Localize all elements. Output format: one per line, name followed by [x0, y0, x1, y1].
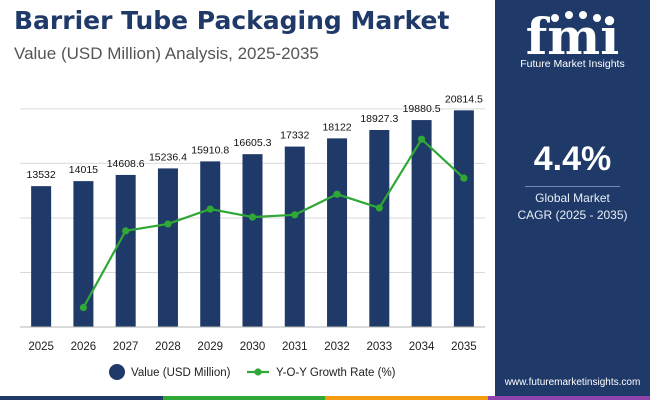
stripe-segment-2: [162, 396, 325, 400]
x-tick-2027: 2027: [113, 341, 139, 353]
stripe-segment-1: [0, 396, 163, 400]
growth-point-2027: [122, 227, 130, 235]
bar-2027: [115, 174, 136, 327]
x-tick-2029: 2029: [197, 341, 223, 353]
bar-label-2033: 18927.3: [360, 113, 398, 125]
chart-svg: 13532 14015 14608.6 15236.4 15910.8 16605.3 17…: [20, 93, 485, 380]
x-tick-2026: 2026: [71, 341, 97, 353]
bar-label-2025: 13532: [27, 169, 56, 181]
growth-point-2030: [248, 213, 257, 221]
x-tick-2033: 2033: [367, 341, 393, 353]
bottom-stripe: [0, 396, 650, 400]
x-tick-2034: 2034: [409, 341, 435, 353]
website-link[interactable]: www.futuremarketinsights.com: [504, 377, 641, 388]
bar-label-2026: 14015: [69, 164, 98, 176]
chart-title: Barrier Tube Packaging Market: [14, 6, 450, 35]
bar-label-2032: 18122: [322, 121, 351, 133]
x-tick-2025: 2025: [28, 341, 54, 353]
bar-2029: [200, 161, 221, 327]
growth-line: [82, 137, 465, 309]
fmi-logo: fmi: [526, 7, 619, 62]
growth-point-2035: [460, 174, 468, 182]
growth-point-2028: [164, 220, 172, 228]
logo-dot-3: [579, 11, 587, 19]
growth-point-2034: [417, 135, 426, 143]
bar-2035: [453, 110, 474, 327]
chart-area: 13532 14015 14608.6 15236.4 15910.8 16605.3 17…: [0, 80, 495, 396]
bar-2031: [284, 146, 305, 327]
bar-2028: [157, 168, 178, 327]
bar-2032: [327, 138, 348, 327]
x-tick-2032: 2032: [324, 341, 350, 353]
bar-2034: [411, 120, 432, 327]
bar-2026: [73, 181, 94, 327]
side-panel: fmi Future Market Insights 4.4% Global M…: [495, 0, 650, 400]
logo-dot-1: [551, 14, 559, 22]
growth-point-2032: [333, 190, 341, 198]
legend-line-label: Y-O-Y Growth Rate (%): [276, 367, 396, 379]
x-tick-2035: 2035: [451, 341, 477, 353]
x-tick-2030: 2030: [240, 341, 266, 353]
bar-2030: [242, 154, 263, 327]
logo-dot-2: [565, 11, 573, 19]
cagr-label: Global Market CAGR (2025 - 2035): [495, 190, 650, 224]
bar-label-2028: 15236.4: [149, 151, 187, 163]
growth-point-2031: [291, 211, 299, 219]
legend-bar-label: Value (USD Million): [131, 367, 231, 379]
cagr-label-line2: CAGR (2025 - 2035): [517, 208, 628, 222]
growth-point-2033: [375, 204, 383, 212]
cagr-value: 4.4%: [533, 140, 612, 178]
growth-point-2029: [206, 205, 214, 213]
legend-bar-marker: [109, 364, 125, 380]
bar-2025: [31, 186, 52, 327]
cagr-divider: [525, 186, 620, 187]
bar-label-2035: 20814.5: [445, 93, 483, 105]
bar-label-2029: 15910.8: [191, 144, 229, 156]
legend-line-dot: [254, 368, 262, 376]
bar-label-2034: 19880.5: [403, 103, 441, 115]
logo-tagline: Future Market Insights: [520, 58, 625, 70]
stripe-segment-3: [325, 396, 488, 400]
chart-subtitle: Value (USD Million) Analysis, 2025-2035: [14, 44, 319, 63]
logo-dot-4: [593, 14, 601, 22]
bar-label-2030: 16605.3: [234, 137, 272, 149]
bar-label-2027: 14608.6: [107, 158, 145, 170]
x-tick-2031: 2031: [282, 341, 308, 353]
stripe-segment-4: [487, 396, 650, 400]
bar-label-2031: 17332: [280, 130, 309, 142]
x-tick-2028: 2028: [155, 341, 181, 353]
cagr-label-line1: Global Market: [535, 191, 610, 205]
growth-point-2026: [79, 303, 88, 312]
bar-2033: [369, 129, 390, 327]
